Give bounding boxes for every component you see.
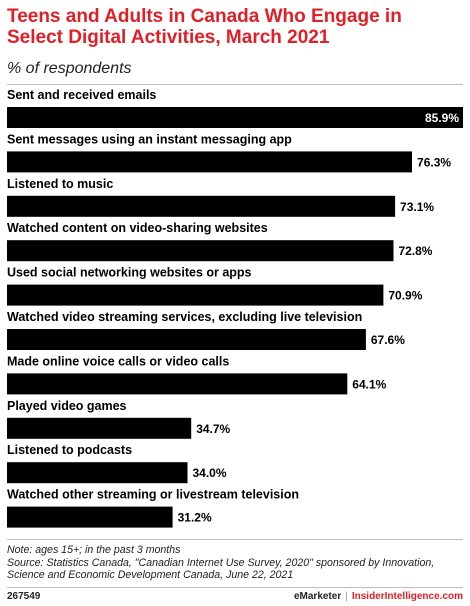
chart-title: Teens and Adults in Canada Who Engage in… bbox=[7, 6, 402, 48]
value-label: 67.6% bbox=[371, 333, 405, 347]
bar-group: Listened to podcasts 34.0% bbox=[7, 443, 227, 484]
value-label: 70.9% bbox=[388, 289, 422, 303]
value-label: 73.1% bbox=[400, 200, 434, 214]
chart-id: 267549 bbox=[7, 591, 41, 602]
category-label: Watched other streaming or livestream te… bbox=[7, 488, 299, 502]
bar bbox=[7, 506, 173, 528]
value-label: 34.0% bbox=[192, 466, 226, 480]
category-label: Sent and received emails bbox=[7, 88, 156, 102]
category-label: Played video games bbox=[7, 399, 127, 413]
bar-group: Made online voice calls or video calls 64… bbox=[7, 354, 387, 395]
footer-brand: eMarketer | InsiderIntelligence.com bbox=[294, 591, 463, 602]
bar-group: Sent and received emails 85.9% bbox=[7, 88, 463, 128]
category-label: Sent messages using an instant messaging… bbox=[7, 132, 292, 146]
category-label: Watched content on video-sharing website… bbox=[7, 221, 268, 235]
value-label: 34.7% bbox=[196, 422, 230, 436]
value-label: 76.3% bbox=[417, 155, 451, 169]
brand-separator: | bbox=[345, 591, 348, 602]
category-label: Watched video streaming services, exclud… bbox=[7, 310, 362, 324]
bar bbox=[7, 151, 412, 173]
bar bbox=[7, 107, 463, 128]
bar-group: Watched content on video-sharing website… bbox=[7, 221, 433, 262]
bar bbox=[7, 417, 192, 439]
bar bbox=[7, 195, 396, 217]
value-label: 85.9% bbox=[425, 111, 459, 125]
notes-divider bbox=[7, 539, 463, 540]
category-label: Made online voice calls or video calls bbox=[7, 354, 229, 368]
value-label: 72.8% bbox=[398, 244, 432, 258]
brand-name: eMarketer bbox=[293, 591, 342, 602]
bar-group: Used social networking websites or apps 7… bbox=[7, 266, 423, 306]
top-divider bbox=[7, 84, 463, 85]
category-label: Listened to podcasts bbox=[7, 443, 132, 457]
bar-group: Sent messages using an instant messaging… bbox=[7, 132, 451, 173]
bar bbox=[7, 373, 348, 395]
bar bbox=[7, 284, 384, 306]
bar-group: Played video games 34.7% bbox=[7, 399, 231, 439]
bar bbox=[7, 462, 188, 484]
value-label: 31.2% bbox=[178, 511, 212, 525]
footer-divider bbox=[7, 587, 463, 588]
source-text-line-2: Science and Economic Development Canada,… bbox=[7, 569, 294, 581]
category-label: Used social networking websites or apps bbox=[7, 266, 252, 280]
bar-group: Watched video streaming services, exclud… bbox=[7, 310, 405, 350]
chart-subtitle: % of respondents bbox=[7, 60, 132, 77]
source-text-line-1: Source: Statistics Canada, "Canadian Int… bbox=[7, 556, 435, 569]
chart-notes: Note: ages 15+; in the past 3 months Sou… bbox=[7, 544, 467, 582]
bar bbox=[7, 240, 394, 262]
bar-group: Watched other streaming or livestream te… bbox=[7, 488, 299, 528]
site-link[interactable]: InsiderIntelligence.com bbox=[351, 591, 463, 602]
bar-chart: Sent and received emails 85.9% Sent messag… bbox=[7, 88, 463, 528]
bar bbox=[7, 329, 366, 350]
value-label: 64.1% bbox=[352, 377, 386, 391]
category-label: Listened to music bbox=[7, 177, 113, 191]
bar-group: Listened to music 73.1% bbox=[7, 177, 434, 217]
note-text: Note: ages 15+; in the past 3 months bbox=[7, 544, 181, 556]
